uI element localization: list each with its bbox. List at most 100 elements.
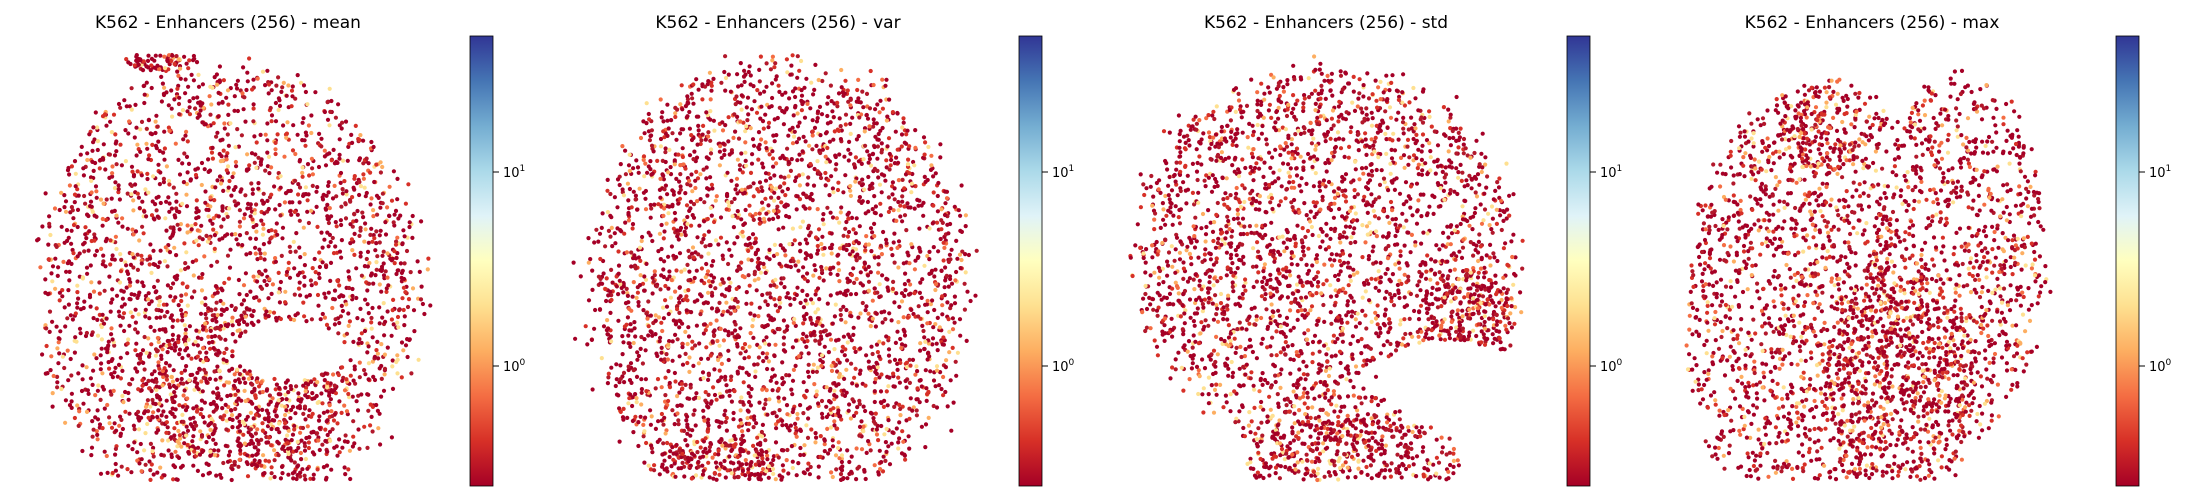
scatter-point xyxy=(294,231,299,236)
scatter-point xyxy=(215,395,220,400)
scatter-point xyxy=(183,327,188,332)
scatter-point xyxy=(111,112,117,117)
scatter-point xyxy=(644,101,649,106)
scatter-point xyxy=(355,208,360,214)
scatter-point xyxy=(802,443,807,448)
scatter-point xyxy=(272,474,277,480)
scatter-point xyxy=(206,334,211,339)
scatter-point xyxy=(935,209,941,214)
scatter-point xyxy=(289,104,294,109)
scatter-point xyxy=(185,109,190,114)
scatter-point xyxy=(896,199,901,205)
scatter-point xyxy=(821,222,826,227)
scatter-point xyxy=(756,314,761,319)
scatter-point xyxy=(273,140,278,145)
scatter-point xyxy=(390,308,395,313)
scatter-point xyxy=(678,319,683,324)
scatter-point xyxy=(167,201,172,206)
scatter-point xyxy=(369,139,374,145)
scatter-point xyxy=(348,222,353,227)
scatter-point xyxy=(214,300,219,305)
scatter-point xyxy=(199,160,205,166)
scatter-point xyxy=(640,234,645,240)
scatter-point xyxy=(65,238,70,243)
scatter-point xyxy=(795,411,800,417)
scatter-point xyxy=(597,231,603,236)
scatter-point xyxy=(946,284,951,289)
scatter-point xyxy=(865,273,871,278)
scatter-point xyxy=(405,354,410,360)
scatter-point xyxy=(85,151,90,156)
scatter-point xyxy=(176,101,182,107)
scatter-point xyxy=(931,174,936,179)
scatter-point xyxy=(348,358,353,363)
scatter-point xyxy=(315,292,321,298)
scatter-point xyxy=(345,158,350,163)
scatter-point xyxy=(950,316,956,321)
scatter-point xyxy=(68,356,73,362)
scatter-point xyxy=(273,119,279,124)
scatter-point xyxy=(166,339,171,344)
scatter-point xyxy=(298,430,303,435)
scatter-point xyxy=(374,241,379,246)
scatter-point xyxy=(95,432,100,437)
scatter-point xyxy=(400,296,405,301)
scatter-point xyxy=(318,317,323,322)
scatter-point xyxy=(174,191,179,196)
scatter-point xyxy=(741,191,746,196)
scatter-point xyxy=(307,435,312,440)
scatter-point xyxy=(871,416,876,421)
scatter-point xyxy=(949,428,954,433)
scatter-point xyxy=(617,439,622,444)
scatter-point xyxy=(122,328,127,334)
scatter-point xyxy=(300,174,305,179)
scatter-point xyxy=(230,353,235,359)
scatter-point xyxy=(166,438,171,443)
scatter-point xyxy=(394,255,399,261)
scatter-point xyxy=(213,307,218,312)
scatter-point xyxy=(366,408,371,413)
scatter-point xyxy=(335,279,340,284)
scatter-point xyxy=(425,267,430,272)
scatter-point xyxy=(922,263,927,268)
scatter-point xyxy=(234,399,239,404)
scatter-point xyxy=(816,77,821,83)
scatter-point xyxy=(142,209,147,214)
scatter-point xyxy=(202,254,207,259)
scatter-point xyxy=(771,216,776,221)
scatter-point xyxy=(346,323,351,328)
scatter-point xyxy=(926,389,931,394)
scatter-point xyxy=(334,224,339,229)
scatter-point xyxy=(196,445,201,450)
scatter-point xyxy=(170,53,175,58)
scatter-point xyxy=(336,372,341,378)
scatter-point xyxy=(320,442,325,447)
scatter-point xyxy=(351,378,356,383)
scatter-point xyxy=(799,108,805,113)
scatter-point xyxy=(649,414,654,419)
scatter-point xyxy=(795,54,800,59)
scatter-point xyxy=(641,308,646,313)
scatter-point xyxy=(358,250,363,255)
scatter-point xyxy=(110,375,115,380)
scatter-point xyxy=(105,350,110,355)
scatter-point xyxy=(867,156,873,161)
scatter-point xyxy=(636,300,641,305)
scatter-point xyxy=(674,176,679,181)
scatter-point xyxy=(116,473,121,478)
scatter-point xyxy=(310,172,315,177)
scatter-point xyxy=(332,297,337,302)
scatter-point xyxy=(203,189,208,194)
scatter-point xyxy=(371,214,376,219)
scatter-point xyxy=(183,261,188,266)
scatter-point xyxy=(331,372,336,377)
scatter-point xyxy=(189,72,194,77)
scatter-point xyxy=(129,470,134,475)
scatter-point xyxy=(384,289,389,294)
scatter-point xyxy=(102,449,107,454)
scatter-point xyxy=(329,409,334,414)
scatter-point xyxy=(112,257,117,262)
scatter-point xyxy=(363,221,368,226)
scatter-point xyxy=(374,260,379,265)
scatter-point xyxy=(241,298,247,303)
